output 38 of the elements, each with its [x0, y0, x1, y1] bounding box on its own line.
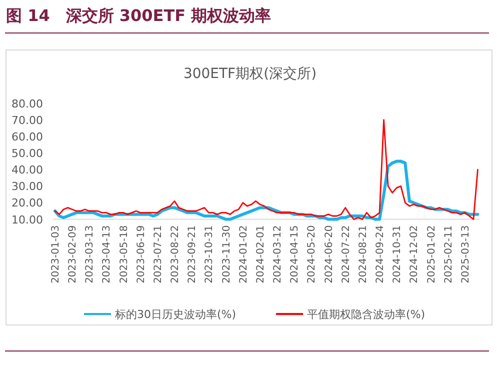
x-tick-label: 2023-10-31 — [204, 225, 216, 284]
y-tick-label: 80.00 — [12, 97, 43, 110]
x-tick-label: 2023-11-30 — [221, 225, 232, 284]
x-tick-label: 2023-02-09 — [68, 225, 79, 284]
y-tick-label: 30.00 — [12, 180, 43, 194]
x-tick-label: 2024-05-20 — [306, 225, 318, 284]
x-tick-label: 2025-01-02 — [426, 225, 438, 284]
x-tick-label: 2023-06-19 — [136, 225, 147, 284]
x-tick-label: 2023-01-03 — [50, 225, 62, 284]
x-tick-label: 2024-07-22 — [340, 225, 352, 284]
y-tick-label: 10.00 — [12, 213, 43, 226]
y-tick-label: 60.00 — [12, 130, 43, 144]
x-tick-label: 2024-08-21 — [358, 225, 369, 284]
x-tick-label: 2023-09-21 — [187, 225, 198, 284]
x-tick-label: 2025-03-13 — [460, 225, 472, 284]
y-tick-label: 70.00 — [12, 114, 43, 127]
x-tick-label: 2023-08-22 — [170, 225, 182, 284]
x-tick-label: 2024-10-31 — [392, 225, 404, 284]
y-tick-label: 50.00 — [12, 147, 43, 160]
y-tick-label: 40.00 — [12, 164, 43, 177]
x-tick-label: 2024-01-02 — [238, 225, 250, 284]
x-tick-label: 2023-07-21 — [152, 225, 164, 284]
x-tick-label: 2025-02-11 — [443, 225, 454, 284]
y-tick-label: 20.00 — [12, 196, 43, 210]
chart-title: 图 14 深交所 300ETF 期权波动率 — [6, 6, 272, 25]
x-tick-label: 2024-12-02 — [409, 225, 420, 284]
x-tick-label: 2024-02-01 — [255, 225, 266, 284]
legend-label: 标的30日历史波动率(%) — [114, 308, 236, 321]
chart-subtitle: 300ETF期权(深交所) — [183, 66, 317, 82]
x-tick-label: 2023-04-13 — [102, 225, 113, 284]
x-tick-label: 2024-09-24 — [375, 225, 386, 284]
legend-label: 平值期权隐含波动率(%) — [307, 308, 426, 321]
line-series — [54, 119, 478, 220]
x-tick-label: 2024-06-20 — [324, 225, 335, 284]
x-tick-label: 2024-04-15 — [290, 225, 301, 284]
x-tick-label: 2024-03-12 — [272, 225, 284, 284]
x-tick-label: 2023-05-18 — [118, 225, 130, 284]
x-tick-label: 2023-03-13 — [84, 225, 96, 284]
